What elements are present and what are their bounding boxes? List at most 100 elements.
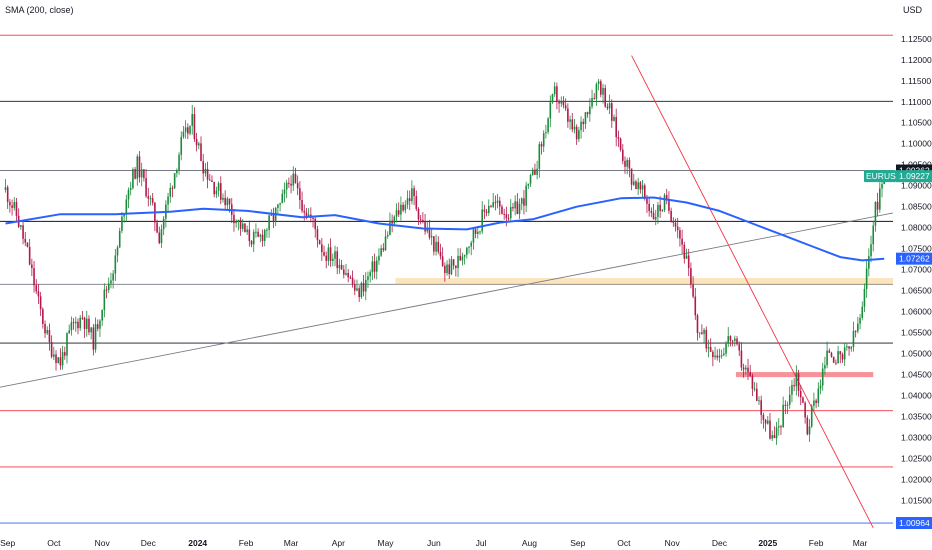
candle-28	[66, 332, 68, 364]
candle-235	[520, 197, 523, 211]
candle-body	[391, 220, 393, 224]
candle-306	[676, 217, 679, 239]
candle-body	[439, 251, 442, 257]
candle-body	[725, 343, 727, 354]
candle-358	[791, 379, 793, 403]
candle-body	[261, 234, 264, 241]
candle-body	[444, 265, 446, 274]
candle-body	[303, 210, 306, 213]
candle-191	[424, 214, 426, 235]
candle-98	[219, 176, 222, 205]
candle-125	[279, 202, 281, 212]
price-tick-label: 1.11500	[901, 76, 931, 86]
candle-295	[652, 203, 655, 220]
candle-body	[9, 201, 11, 206]
candle-23	[55, 350, 57, 371]
candle-body	[147, 196, 150, 199]
sma-line	[5, 196, 885, 262]
candle-101	[226, 196, 229, 211]
candle-18	[44, 320, 46, 339]
candle-272	[602, 83, 604, 104]
candle-162	[360, 281, 363, 299]
candle-124	[277, 203, 279, 215]
candle-233	[516, 193, 519, 215]
candle-body	[55, 354, 57, 363]
zone-0[interactable]	[395, 278, 893, 285]
candle-271	[600, 79, 602, 98]
candle-288	[637, 177, 639, 196]
candle-body	[487, 205, 490, 213]
candle-94	[211, 175, 213, 183]
candle-body	[226, 198, 229, 206]
candle-227	[503, 208, 505, 220]
candle-body	[663, 195, 666, 211]
candle-321	[709, 338, 712, 352]
candle-body	[709, 347, 712, 352]
candle-81	[182, 125, 185, 139]
candle-346	[764, 418, 767, 432]
candle-body	[512, 207, 514, 209]
zone-1[interactable]	[735, 372, 874, 378]
price-tick-label: 1.05500	[901, 328, 932, 338]
candle-body	[490, 205, 492, 207]
price-tick-label: 1.03000	[901, 433, 932, 443]
candle-393	[868, 248, 870, 277]
candle-194	[430, 228, 433, 246]
candle-body	[81, 317, 84, 319]
candle-body	[101, 309, 103, 321]
candle-body	[516, 201, 519, 215]
candle-body	[125, 199, 128, 215]
time-tick-label: Aug	[522, 538, 537, 548]
candle-199	[441, 247, 444, 267]
candle-9	[24, 232, 27, 247]
candle-body	[435, 241, 437, 252]
trendline-1[interactable]	[631, 55, 874, 529]
candle-body	[72, 322, 75, 324]
candle-226	[501, 204, 503, 215]
time-axis[interactable]: Sep Oct Nov Dec 2024 Feb Mar Apr May Jun Jul Aug Sep…	[0, 538, 867, 548]
candle-body	[397, 210, 400, 215]
candle-270	[597, 78, 600, 91]
candle-328	[725, 341, 727, 357]
candle-body	[503, 213, 505, 215]
candle-26	[61, 345, 64, 370]
candle-body	[459, 255, 462, 261]
sma-200-line[interactable]	[5, 196, 885, 262]
candle-196	[435, 234, 437, 256]
indicator-label[interactable]: SMA (200, close)	[5, 5, 74, 15]
candle-body	[859, 317, 861, 324]
trendline-0[interactable]	[0, 212, 894, 388]
candle-body	[472, 229, 475, 243]
candle-208	[461, 252, 464, 266]
candle-body	[468, 246, 470, 248]
candle-body	[92, 327, 95, 350]
candle-body	[90, 327, 92, 333]
candle-body	[213, 181, 215, 195]
candle-body	[681, 238, 683, 245]
candle-body	[204, 168, 207, 174]
candle-body	[828, 350, 831, 353]
candle-body	[338, 264, 341, 269]
candle-371	[819, 379, 822, 395]
candle-body	[367, 276, 369, 280]
candle-body	[61, 352, 64, 366]
candle-body	[241, 223, 244, 229]
candle-body	[347, 273, 349, 278]
candle-body	[745, 367, 747, 370]
candle-232	[514, 195, 516, 216]
candle-111	[248, 220, 251, 247]
candle-252	[558, 99, 560, 113]
candle-body	[134, 169, 136, 179]
candle-59	[134, 166, 136, 180]
candle-259	[573, 118, 576, 134]
candle-body	[584, 112, 587, 125]
candle-284	[628, 157, 631, 178]
candle-180	[400, 196, 402, 221]
candle-body	[514, 201, 516, 209]
candle-body	[378, 255, 380, 261]
candle-362	[799, 385, 802, 406]
candle-112	[250, 240, 253, 248]
candle-body	[624, 160, 626, 167]
candle-body	[775, 427, 778, 439]
